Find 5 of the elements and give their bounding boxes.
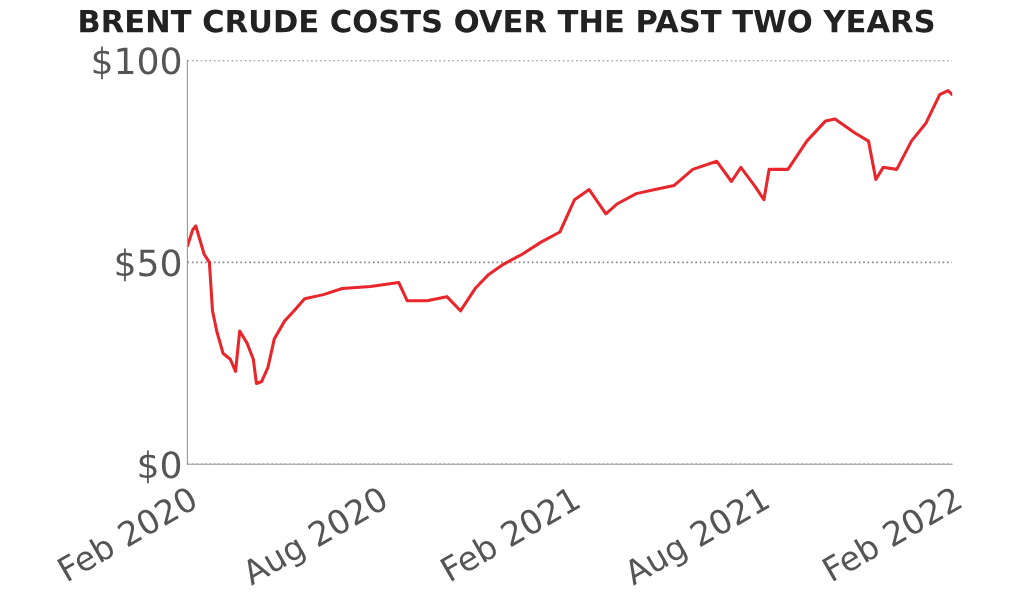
chart-title: BRENT CRUDE COSTS OVER THE PAST TWO YEARS: [80, 9, 934, 33]
y-tick-label: $0: [139, 450, 181, 484]
line-series: [187, 89, 953, 386]
y-tick-label: $100: [93, 46, 181, 80]
y-tick-label: $50: [116, 248, 181, 282]
